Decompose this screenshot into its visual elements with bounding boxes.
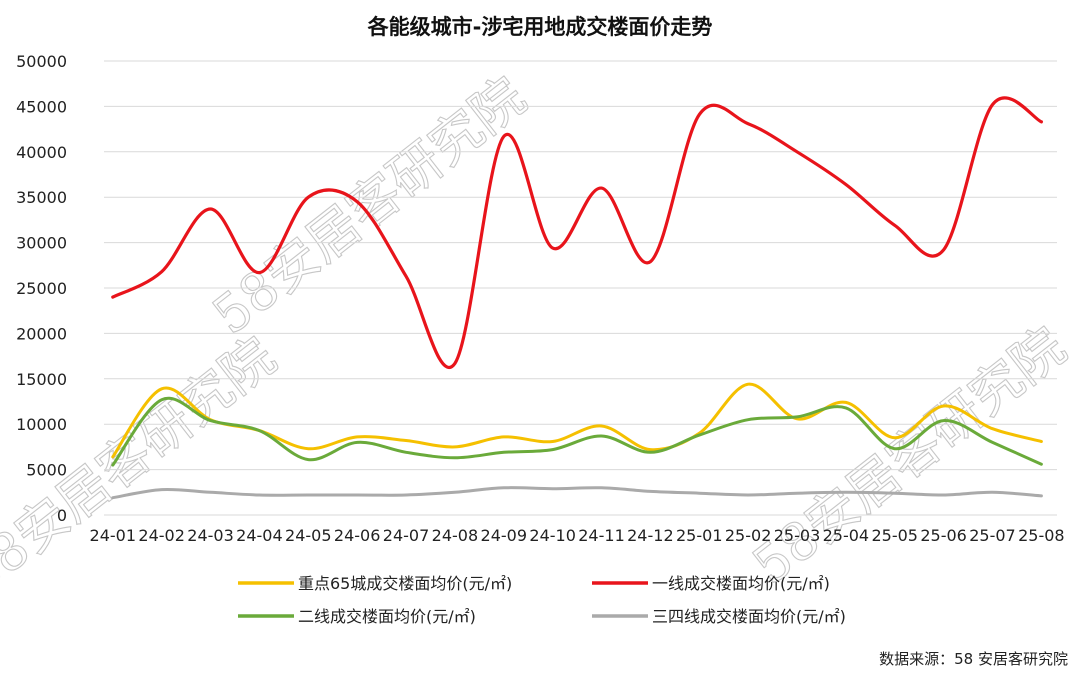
series-line [111,486,1043,500]
x-tick-label: 24-04 [236,526,283,545]
x-tick-label: 24-02 [138,526,185,545]
source-note: 数据来源：58 安居客研究院 [879,650,1068,668]
x-tick-label: 25-07 [969,526,1016,545]
x-tick-label: 25-02 [725,526,772,545]
series-line [111,396,1043,467]
series-line [111,96,1043,369]
x-tick-label: 24-01 [90,526,137,545]
y-axis: 0 5000 10000 15000 20000 25000 30000 35000 40000… [16,52,67,525]
x-tick-label: 25-04 [823,526,870,545]
x-tick-label: 25-03 [774,526,821,545]
x-axis: 24-01 24-02 24-03 24-04 24-05 24-06 24-07 24-08… [90,526,1065,545]
legend-label: 三四线成交楼面均价(元/㎡) [652,607,846,626]
y-tick-label: 35000 [16,188,67,207]
x-tick-label: 24-05 [285,526,332,545]
y-tick-label: 10000 [16,415,67,434]
y-tick-label: 45000 [16,97,67,116]
gridlines [104,60,1057,516]
y-tick-label: 0 [57,506,67,525]
y-tick-label: 50000 [16,52,67,71]
x-tick-label: 25-08 [1018,526,1065,545]
x-tick-label: 24-12 [627,526,674,545]
x-tick-label: 24-09 [481,526,528,545]
x-tick-label: 24-03 [187,526,234,545]
chart-title: 各能级城市-涉宅用地成交楼面价走势 [367,15,713,39]
y-tick-label: 15000 [16,370,67,389]
y-tick-label: 5000 [26,461,67,480]
legend-label: 重点65城成交楼面均价(元/㎡) [298,574,512,593]
x-tick-label: 24-08 [432,526,479,545]
x-tick-label: 24-10 [529,526,576,545]
legend: 重点65城成交楼面均价(元/㎡) 一线成交楼面均价(元/㎡) 二线成交楼面均价(元/… [238,574,846,626]
legend-label: 一线成交楼面均价(元/㎡) [652,574,830,593]
x-tick-label: 25-06 [920,526,967,545]
y-tick-label: 25000 [16,279,67,298]
y-tick-label: 40000 [16,143,67,162]
y-tick-label: 20000 [16,324,67,343]
series-lines [111,96,1043,500]
x-tick-label: 25-01 [676,526,723,545]
x-tick-label: 24-11 [578,526,625,545]
x-tick-label: 25-05 [871,526,918,545]
y-tick-label: 30000 [16,234,67,253]
x-tick-label: 24-06 [334,526,381,545]
x-tick-label: 24-07 [383,526,430,545]
legend-label: 二线成交楼面均价(元/㎡) [298,607,476,626]
